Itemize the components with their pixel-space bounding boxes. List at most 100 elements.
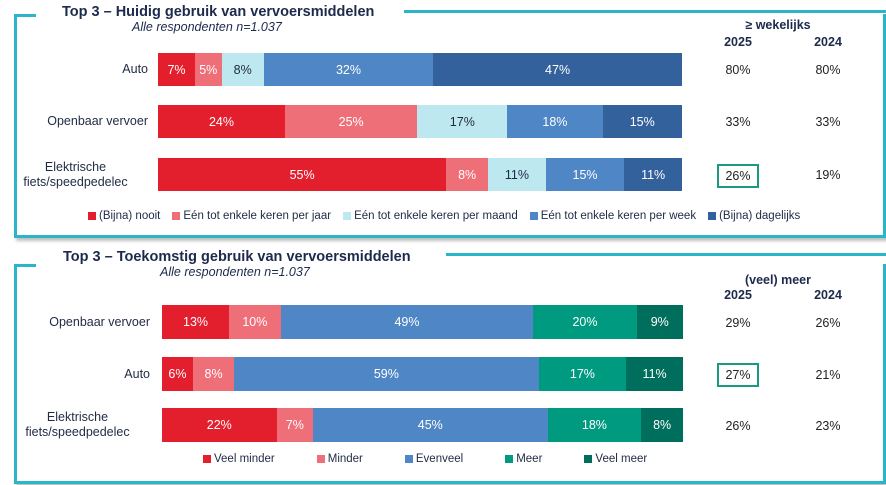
bar-segment: 32% [263, 53, 434, 86]
data-label: 15% [572, 167, 598, 182]
data-label: 20% [572, 315, 598, 329]
stacked-bar: 24% 25% 17% 18% 15% [158, 105, 682, 138]
bar-segment: 49% [280, 305, 534, 339]
data-label: 55% [289, 167, 315, 182]
category-label: Openbaar vervoer [3, 114, 148, 129]
data-label: 11% [641, 167, 666, 182]
legend-item: Evenveel [404, 453, 463, 465]
bar-segment: 20% [533, 305, 637, 339]
legend-item: Eén tot enkele keren per maand [343, 210, 518, 222]
summary-col-2025: 2025 [724, 35, 752, 49]
legend-swatch [343, 212, 352, 220]
data-label: 45% [417, 418, 443, 432]
panel-frame-top-right [404, 10, 886, 13]
summary-value: 33% [725, 115, 751, 129]
legend-swatch [88, 212, 96, 220]
legend-label: (Bijna) dagelijks [719, 210, 801, 222]
bar-segment: 17% [417, 105, 508, 138]
legend-swatch [529, 212, 538, 220]
category-label: Auto [3, 62, 148, 77]
legend-label: Eén tot enkele keren per jaar [183, 210, 332, 222]
category-label-line: Auto [122, 62, 148, 76]
legend-label: (Bijna) nooit [99, 210, 161, 222]
category-label: Elektrische fiets/speedpedelec [3, 160, 148, 190]
summary-value-highlighted: 26% [717, 163, 759, 188]
bar-segment: 11% [626, 357, 683, 391]
stacked-bar: 55% 8% 11% 15% 11% [158, 158, 682, 191]
data-label: 9% [650, 315, 669, 329]
legend-swatch [505, 455, 514, 463]
data-label: 32% [335, 62, 362, 77]
data-label: 5% [199, 62, 218, 77]
legend-swatch [203, 455, 211, 463]
category-label-line: Auto [124, 366, 150, 381]
panel-frame-top-left [14, 14, 36, 17]
legend-label: Veel meer [595, 453, 648, 465]
bar-segment: 18% [507, 105, 603, 138]
data-label: 24% [208, 114, 235, 129]
summary-value: 80% [815, 63, 841, 77]
bar-segment: 22% [162, 408, 277, 442]
legend-swatch [584, 455, 593, 463]
summary-value: 21% [815, 367, 841, 382]
data-label: 15% [629, 114, 655, 129]
category-label-line: Elektrische [44, 159, 107, 174]
bar-segment: 8% [641, 408, 683, 442]
summary-heading: (veel) meer [744, 273, 811, 287]
summary-value: 29% [725, 315, 751, 330]
bar-segment: 59% [234, 357, 539, 391]
category-label-line: fiets/speedpedelec [25, 425, 130, 439]
category-label-line: Openbaar vervoer [47, 114, 148, 128]
panel-frame [14, 14, 886, 238]
bar-segment: 25% [285, 105, 418, 138]
legend-item: Veel minder [203, 453, 275, 465]
data-label: 18% [581, 418, 607, 432]
bar-segment: 55% [158, 158, 447, 191]
data-label: 10% [242, 315, 268, 329]
chart-title: Top 3 – Huidig gebruik van vervoersmidde… [62, 4, 375, 20]
legend-swatch [404, 455, 413, 463]
bar-segment: 9% [636, 305, 683, 339]
bar-segment: 17% [538, 357, 627, 391]
stacked-bar: 22% 7% 45% 18% 8% [162, 408, 683, 442]
legend-label: Eén tot enkele keren per maand [354, 210, 518, 222]
data-label: 49% [394, 315, 420, 329]
category-label-line: Elektrische [46, 410, 109, 424]
category-label: Elektrische fiets/speedpedelec [5, 410, 150, 440]
bar-segment: 11% [624, 158, 682, 191]
panel-frame-top-right [446, 253, 886, 256]
summary-value: 26% [815, 315, 841, 330]
legend-label: Meer [516, 453, 543, 465]
bar-segment: 47% [433, 53, 682, 86]
panel-frame [14, 264, 886, 484]
data-label: 6% [168, 367, 187, 381]
chart-legend: (Bijna) nooit Eén tot enkele keren per ja… [88, 210, 800, 222]
legend-item: Meer [505, 453, 542, 465]
data-label: 13% [183, 315, 209, 329]
chart-title: Top 3 – Toekomstig gebruik van vervoersm… [63, 249, 411, 265]
bar-segment: 24% [158, 105, 286, 138]
legend-swatch [316, 455, 325, 463]
stacked-bar: 7% 5% 8% 32% 47% [158, 53, 682, 86]
legend-item: Minder [316, 453, 363, 465]
data-label: 17% [449, 114, 475, 129]
legend-item: Eén tot enkele keren per jaar [172, 210, 331, 222]
legend-item: (Bijna) dagelijks [708, 210, 800, 222]
summary-value: 33% [815, 115, 841, 129]
bar-segment: 8% [446, 158, 489, 191]
data-label: 8% [204, 367, 223, 381]
data-label: 17% [569, 367, 595, 381]
data-label: 7% [167, 62, 186, 77]
legend-label: Eén tot enkele keren per week [540, 210, 697, 222]
data-label: 47% [545, 62, 571, 77]
bar-segment: 13% [162, 305, 230, 339]
data-label: 8% [653, 418, 672, 432]
bar-segment: 10% [229, 305, 281, 339]
data-label: 22% [206, 418, 232, 432]
bar-segment: 8% [221, 53, 264, 86]
summary-value: 19% [815, 168, 841, 182]
summary-value-highlighted: 27% [717, 363, 759, 387]
legend-swatch [708, 212, 717, 220]
bar-segment: 15% [545, 158, 625, 191]
data-label: 11% [642, 367, 667, 381]
